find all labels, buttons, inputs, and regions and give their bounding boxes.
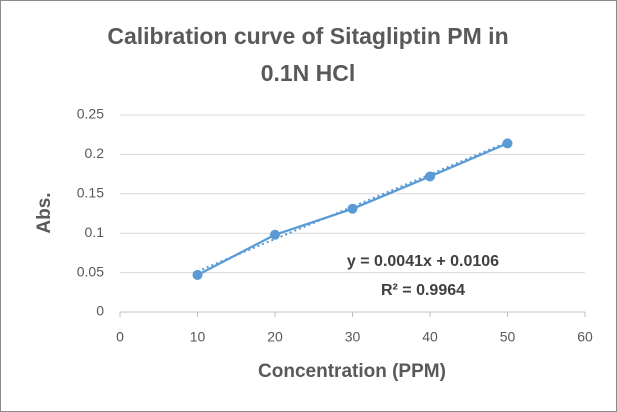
chart-title: Calibration curve of Sitagliptin PM in <box>107 23 508 49</box>
trendline-equation: y = 0.0041x + 0.0106 <box>347 253 499 270</box>
y-axis-label: Abs. <box>34 192 55 233</box>
y-tick-label: 0.15 <box>77 185 104 201</box>
x-tick-label: 50 <box>500 329 516 345</box>
x-tick-label: 0 <box>116 329 124 345</box>
data-point <box>347 203 358 214</box>
x-axis-label: Concentration (PPM) <box>258 361 446 382</box>
y-tick-label: 0 <box>96 303 104 319</box>
y-tick-label: 0.25 <box>77 106 104 122</box>
x-tick-label: 60 <box>577 329 593 345</box>
y-tick-label: 0.1 <box>85 224 105 240</box>
chart-title: 0.1N HCl <box>261 60 356 86</box>
data-point <box>192 269 203 280</box>
x-tick-label: 40 <box>422 329 438 345</box>
y-tick-label: 0.05 <box>77 263 104 279</box>
y-tick-label: 0.2 <box>85 145 105 161</box>
x-tick-label: 10 <box>190 329 206 345</box>
x-tick-label: 30 <box>345 329 361 345</box>
data-point <box>502 138 513 149</box>
data-point <box>425 171 435 182</box>
x-tick-label: 20 <box>267 329 283 345</box>
trendline <box>197 141 508 273</box>
trendline-r-squared: R² = 0.9964 <box>381 282 465 299</box>
data-point <box>270 229 280 240</box>
